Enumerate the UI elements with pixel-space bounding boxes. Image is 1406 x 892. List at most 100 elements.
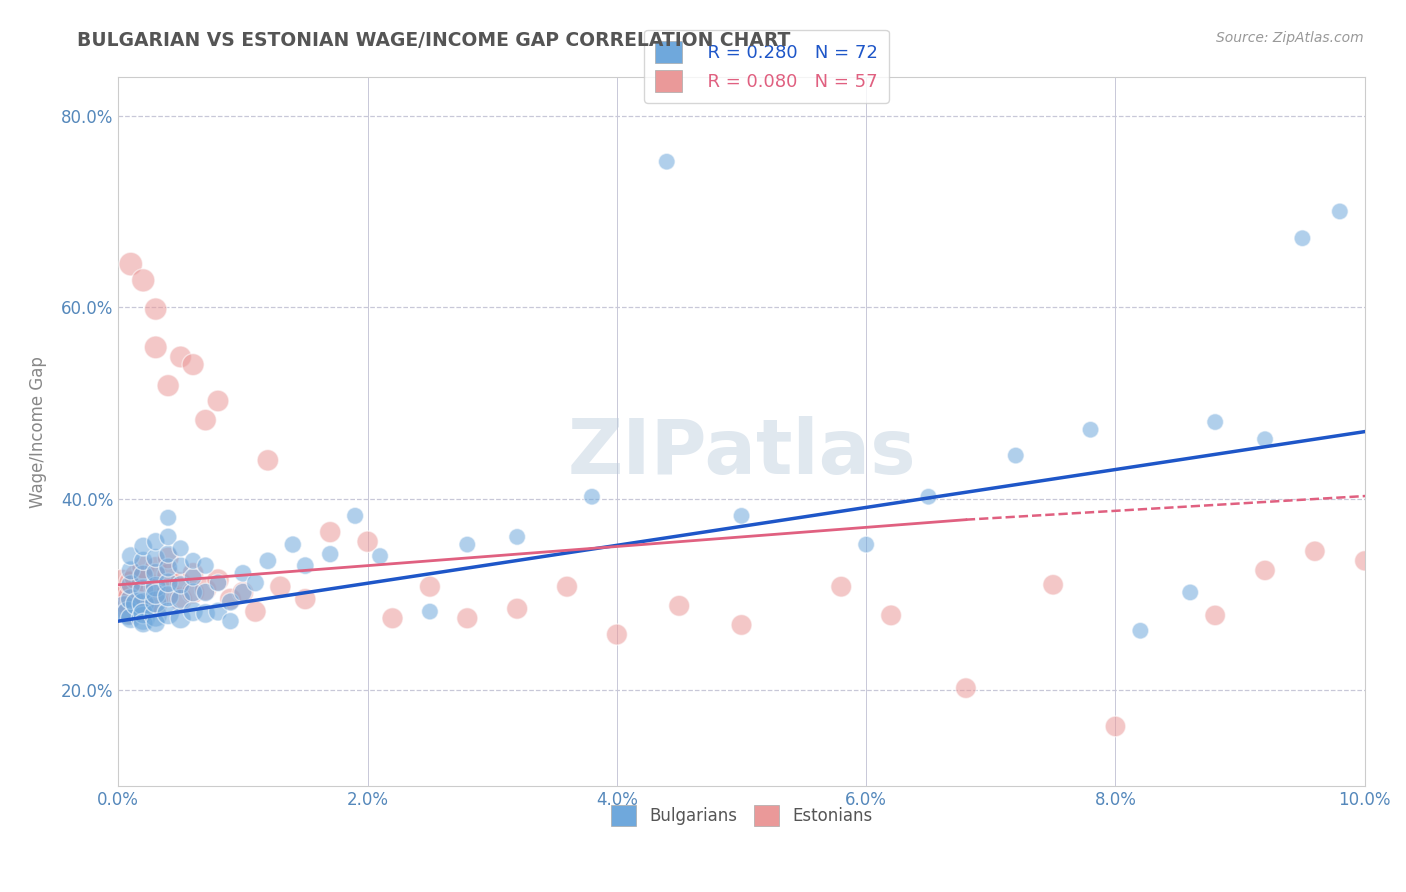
Point [1254, 432, 1277, 446]
Point [456, 611, 478, 625]
Point [245, 575, 267, 590]
Point [207, 573, 229, 587]
Point [207, 394, 229, 409]
Point [145, 608, 167, 623]
Point [157, 378, 180, 392]
Point [245, 605, 267, 619]
Point [1204, 415, 1226, 429]
Point [169, 541, 191, 556]
Point [132, 615, 155, 630]
Point [132, 601, 155, 615]
Point [181, 358, 204, 372]
Point [1104, 719, 1126, 733]
Point [125, 570, 148, 584]
Point [120, 611, 142, 625]
Point [219, 614, 242, 628]
Point [419, 605, 441, 619]
Point [232, 585, 254, 599]
Point [145, 615, 167, 630]
Point [169, 575, 191, 590]
Point [381, 611, 404, 625]
Point [145, 587, 167, 601]
Point [132, 273, 155, 287]
Point [132, 554, 155, 568]
Point [730, 508, 752, 523]
Text: BULGARIAN VS ESTONIAN WAGE/INCOME GAP CORRELATION CHART: BULGARIAN VS ESTONIAN WAGE/INCOME GAP CO… [77, 31, 790, 50]
Point [506, 601, 529, 615]
Point [257, 453, 280, 467]
Point [145, 340, 167, 354]
Point [344, 508, 367, 523]
Point [356, 534, 378, 549]
Point [830, 580, 852, 594]
Point [232, 585, 254, 599]
Point [132, 611, 155, 625]
Legend: Bulgarians, Estonians: Bulgarians, Estonians [602, 797, 880, 834]
Point [120, 578, 142, 592]
Point [120, 563, 142, 577]
Point [194, 413, 217, 427]
Point [319, 547, 342, 561]
Point [181, 554, 204, 568]
Point [181, 585, 204, 599]
Point [194, 558, 217, 573]
Point [1329, 204, 1351, 219]
Point [194, 585, 217, 599]
Point [114, 601, 136, 615]
Point [157, 589, 180, 603]
Point [606, 627, 628, 641]
Point [132, 582, 155, 597]
Point [1204, 608, 1226, 623]
Point [232, 566, 254, 581]
Point [917, 490, 939, 504]
Point [1291, 231, 1313, 245]
Point [294, 558, 316, 573]
Point [955, 681, 977, 695]
Point [368, 549, 391, 563]
Point [194, 582, 217, 597]
Point [1042, 578, 1064, 592]
Point [294, 592, 316, 607]
Point [120, 592, 142, 607]
Point [120, 589, 142, 603]
Point [506, 530, 529, 544]
Point [145, 534, 167, 549]
Point [132, 560, 155, 574]
Point [194, 607, 217, 621]
Point [120, 605, 142, 619]
Point [114, 592, 136, 607]
Point [1004, 449, 1026, 463]
Point [111, 578, 134, 592]
Point [145, 560, 167, 574]
Point [219, 595, 242, 609]
Point [181, 605, 204, 619]
Point [555, 580, 578, 594]
Point [1391, 508, 1406, 523]
Point [730, 618, 752, 632]
Point [132, 540, 155, 554]
Point [145, 566, 167, 581]
Point [157, 547, 180, 561]
Point [655, 154, 678, 169]
Point [120, 575, 142, 590]
Text: ZIPatlas: ZIPatlas [567, 416, 915, 490]
Point [181, 570, 204, 584]
Point [132, 597, 155, 611]
Point [269, 580, 291, 594]
Point [157, 607, 180, 621]
Point [157, 568, 180, 582]
Point [157, 585, 180, 599]
Point [581, 490, 603, 504]
Point [207, 605, 229, 619]
Point [132, 607, 155, 621]
Point [169, 578, 191, 592]
Y-axis label: Wage/Income Gap: Wage/Income Gap [30, 356, 46, 508]
Point [145, 580, 167, 594]
Point [281, 537, 304, 551]
Point [207, 575, 229, 590]
Point [257, 554, 280, 568]
Point [132, 573, 155, 587]
Point [1180, 585, 1202, 599]
Point [145, 595, 167, 609]
Point [880, 608, 903, 623]
